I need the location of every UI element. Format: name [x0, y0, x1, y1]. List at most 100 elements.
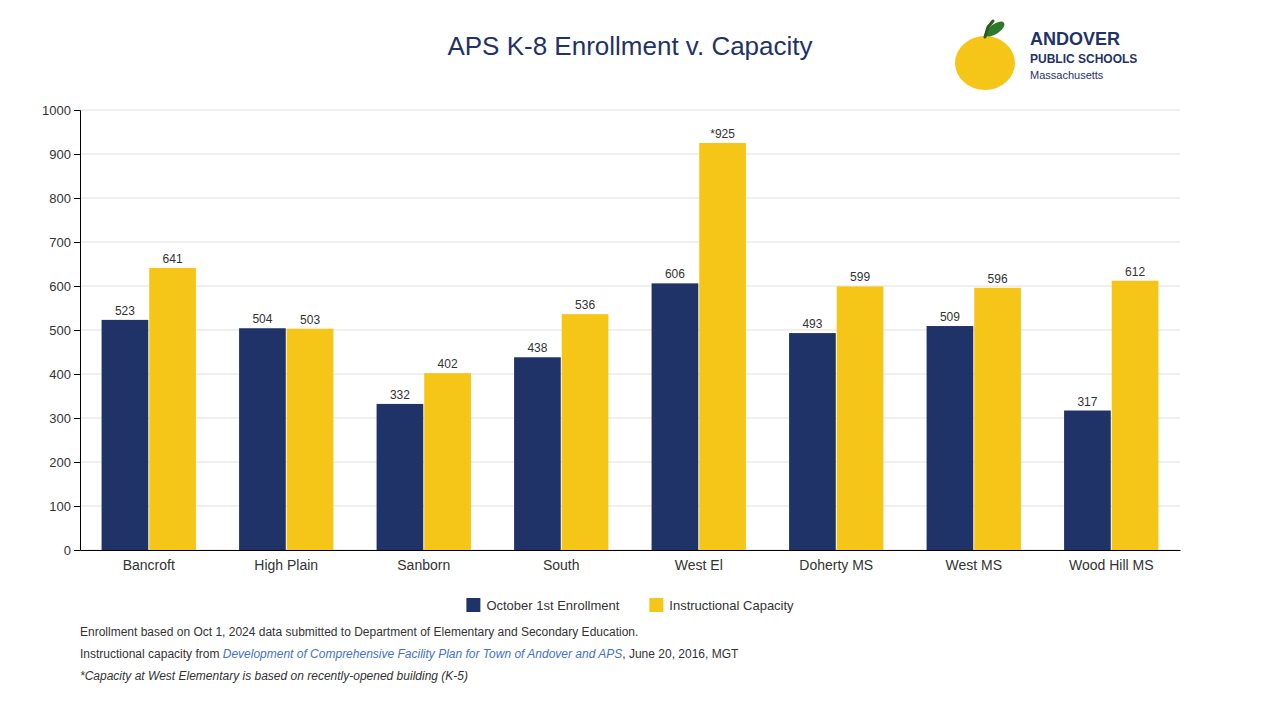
tick-label: 100	[49, 499, 71, 514]
data-label: 317	[1077, 395, 1097, 409]
data-label: 606	[665, 267, 685, 281]
footnote-part: Instructional capacity from	[80, 647, 223, 661]
logo-text: Massachusetts	[1030, 69, 1104, 81]
tick-label: 0	[64, 543, 71, 558]
bar	[424, 373, 471, 550]
legend-item: October 1st Enrollment	[466, 598, 619, 613]
tick-label: 400	[49, 367, 71, 382]
legend: October 1st Enrollment Instructional Capa…	[466, 598, 794, 613]
legend-item: Instructional Capacity	[649, 598, 794, 613]
tick-mark	[74, 110, 80, 111]
tick-mark	[74, 198, 80, 199]
footnote: Enrollment based on Oct 1, 2024 data sub…	[80, 625, 638, 639]
tick-label: 200	[49, 455, 71, 470]
logo-stem	[985, 21, 993, 37]
grid-line	[80, 198, 1180, 199]
tick-label: 900	[49, 147, 71, 162]
tick-mark	[74, 154, 80, 155]
footnotes: Enrollment based on Oct 1, 2024 data sub…	[80, 625, 739, 683]
tick: 400	[49, 367, 80, 382]
tick-label: 1000	[42, 103, 71, 118]
legend-label: Instructional Capacity	[669, 598, 794, 613]
bar	[287, 329, 334, 550]
data-label: 612	[1125, 265, 1145, 279]
data-label: 504	[252, 312, 272, 326]
bar	[927, 326, 974, 550]
tick: Doherty MS	[799, 557, 873, 573]
tick: 100	[49, 499, 80, 514]
tick: 1000	[42, 103, 80, 118]
tick-label: South	[543, 557, 580, 573]
data-label: 332	[390, 388, 410, 402]
tick: Sanborn	[397, 557, 450, 573]
tick-label: West El	[675, 557, 723, 573]
tick-mark	[74, 550, 80, 551]
tick-mark	[74, 286, 80, 287]
legend-swatch	[466, 598, 480, 612]
tick: 0	[64, 543, 80, 558]
tick: West MS	[945, 557, 1002, 573]
tick: Wood Hill MS	[1069, 557, 1154, 573]
footnote: Instructional capacity from Development …	[80, 647, 739, 661]
logo	[955, 19, 1015, 90]
legend-swatch	[649, 598, 663, 612]
bar	[699, 143, 746, 550]
footnote: *Capacity at West Elementary is based on…	[80, 669, 468, 683]
tick-label: West MS	[945, 557, 1002, 573]
logo-text: ANDOVER	[1030, 29, 1120, 49]
logo-leaf	[983, 19, 1007, 40]
bars	[102, 143, 1159, 550]
data-label: 503	[300, 313, 320, 327]
tick: 300	[49, 411, 80, 426]
data-label: 523	[115, 304, 135, 318]
tick-mark	[74, 242, 80, 243]
bar	[837, 286, 884, 550]
tick: Bancroft	[123, 557, 175, 573]
data-label: 641	[163, 252, 183, 266]
data-label: 596	[988, 272, 1008, 286]
tick: South	[543, 557, 580, 573]
grid	[80, 110, 1180, 550]
tick-label: 300	[49, 411, 71, 426]
axis-line	[74, 111, 81, 551]
tick-mark	[74, 374, 80, 375]
bar	[1112, 281, 1159, 550]
data-label: 402	[438, 357, 458, 371]
tick: 600	[49, 279, 80, 294]
tick-label: Bancroft	[123, 557, 175, 573]
x-axis: BancroftHigh PlainSanbornSouthWest ElDoh…	[81, 551, 1181, 573]
bar	[562, 314, 609, 550]
tick-label: 700	[49, 235, 71, 250]
footnote-part: , June 20, 2016, MGT	[622, 647, 739, 661]
tick-mark	[74, 506, 80, 507]
tick: 900	[49, 147, 80, 162]
grid-line	[80, 286, 1180, 287]
bar	[377, 404, 424, 550]
tick-label: 800	[49, 191, 71, 206]
tick: West El	[675, 557, 723, 573]
tick: 700	[49, 235, 80, 250]
plot-area: 01002003004005006007008009001000Bancroft…	[42, 103, 1180, 573]
data-labels: 523504332438606493509317641503402536*925…	[115, 127, 1145, 409]
bar	[974, 288, 1021, 550]
tick-mark	[74, 418, 80, 419]
tick-mark	[74, 330, 80, 331]
tick: 200	[49, 455, 80, 470]
logo-text: PUBLIC SCHOOLS	[1030, 52, 1137, 66]
data-label: 438	[527, 341, 547, 355]
data-label: 493	[802, 317, 822, 331]
legend-label: October 1st Enrollment	[486, 598, 619, 613]
bar	[102, 320, 149, 550]
logo-apple	[955, 36, 1015, 90]
grid-line	[80, 110, 1180, 111]
grid-line	[80, 154, 1180, 155]
bar	[1064, 411, 1111, 550]
bar	[149, 268, 196, 550]
bar	[514, 357, 561, 550]
chart: 01002003004005006007008009001000Bancroft…	[0, 0, 1280, 720]
y-axis: 01002003004005006007008009001000	[42, 103, 80, 558]
bar	[789, 333, 836, 550]
tick-label: Wood Hill MS	[1069, 557, 1154, 573]
footnote-link: Development of Comprehensive Facility Pl…	[223, 647, 623, 661]
grid-line	[80, 242, 1180, 243]
